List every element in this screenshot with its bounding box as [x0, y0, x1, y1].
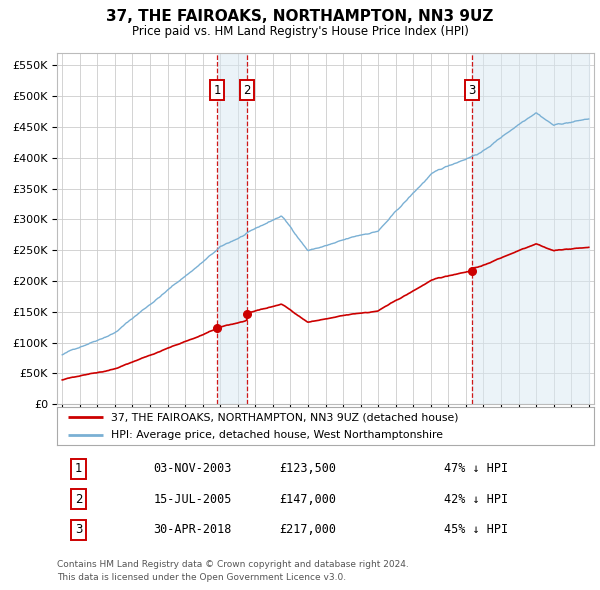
Text: 37, THE FAIROAKS, NORTHAMPTON, NN3 9UZ (detached house): 37, THE FAIROAKS, NORTHAMPTON, NN3 9UZ (… — [111, 412, 458, 422]
Text: £147,000: £147,000 — [279, 493, 336, 506]
Text: Contains HM Land Registry data © Crown copyright and database right 2024.: Contains HM Land Registry data © Crown c… — [57, 559, 409, 569]
Text: 37, THE FAIROAKS, NORTHAMPTON, NN3 9UZ: 37, THE FAIROAKS, NORTHAMPTON, NN3 9UZ — [106, 9, 494, 24]
Text: 47% ↓ HPI: 47% ↓ HPI — [443, 462, 508, 475]
Text: 15-JUL-2005: 15-JUL-2005 — [154, 493, 232, 506]
Text: 3: 3 — [75, 523, 82, 536]
Text: 42% ↓ HPI: 42% ↓ HPI — [443, 493, 508, 506]
Text: 1: 1 — [214, 84, 221, 97]
Text: 30-APR-2018: 30-APR-2018 — [154, 523, 232, 536]
Text: 03-NOV-2003: 03-NOV-2003 — [154, 462, 232, 475]
Text: £123,500: £123,500 — [279, 462, 336, 475]
Text: £217,000: £217,000 — [279, 523, 336, 536]
Text: 3: 3 — [468, 84, 475, 97]
Text: 45% ↓ HPI: 45% ↓ HPI — [443, 523, 508, 536]
Text: 1: 1 — [75, 462, 82, 475]
Text: 2: 2 — [244, 84, 251, 97]
Text: Price paid vs. HM Land Registry's House Price Index (HPI): Price paid vs. HM Land Registry's House … — [131, 25, 469, 38]
Text: HPI: Average price, detached house, West Northamptonshire: HPI: Average price, detached house, West… — [111, 430, 443, 440]
Text: 2: 2 — [75, 493, 82, 506]
Text: This data is licensed under the Open Government Licence v3.0.: This data is licensed under the Open Gov… — [57, 572, 346, 582]
